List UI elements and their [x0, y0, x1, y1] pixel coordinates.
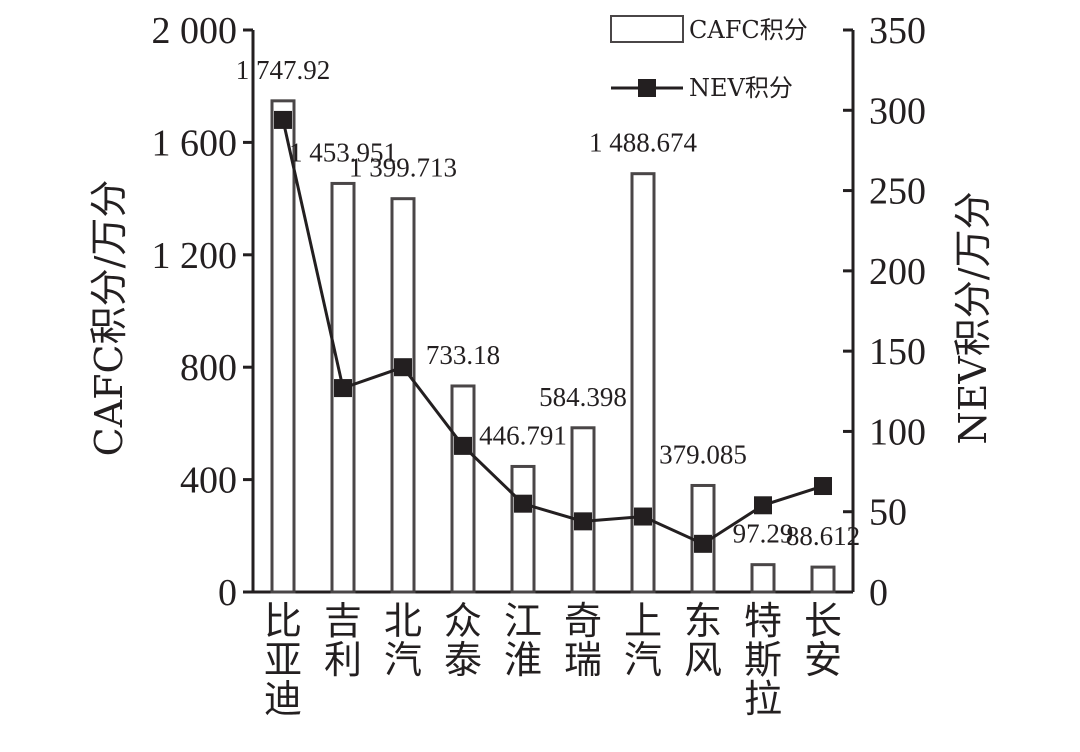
- nev-point: [454, 436, 472, 455]
- right-axis-ticks: 0 50 100 150 200 250 300 350: [843, 10, 926, 614]
- right-tick-label: 50: [869, 492, 907, 534]
- category-char: 风: [684, 638, 722, 682]
- bar-value-label: 97.29: [733, 519, 794, 549]
- cafc-bar: [390, 197, 416, 594]
- category-char: 迪: [264, 677, 302, 721]
- category-label: 北汽: [384, 599, 422, 682]
- nev-point: [394, 358, 412, 377]
- bar-value-label: 446.791: [479, 420, 567, 450]
- cafc-bar: [810, 565, 836, 594]
- right-tick-label: 250: [869, 171, 926, 213]
- nev-point: [634, 507, 652, 526]
- category-char: 北: [384, 599, 422, 643]
- category-char: 拉: [744, 677, 782, 721]
- category-char: 斯: [744, 638, 782, 682]
- bar-value-label: 379.085: [659, 439, 747, 469]
- category-label: 长安: [804, 599, 842, 682]
- nev-point: [694, 534, 712, 553]
- category-char: 汽: [384, 638, 422, 682]
- category-label: 特斯拉: [744, 599, 782, 721]
- nev-point: [274, 110, 292, 129]
- category-char: 瑞: [564, 638, 602, 682]
- right-tick-label: 300: [869, 90, 926, 132]
- nev-polyline: [281, 119, 824, 546]
- left-tick-label: 2 000: [152, 10, 238, 52]
- nev-point: [334, 379, 352, 398]
- category-char: 特: [744, 599, 782, 643]
- category-char: 众: [444, 599, 482, 643]
- left-tick-label: 1 200: [152, 235, 238, 277]
- cafc-bar: [750, 563, 776, 594]
- category-label: 比亚迪: [264, 599, 302, 721]
- left-tick-label: 1 600: [152, 122, 238, 164]
- nev-point: [514, 494, 532, 513]
- category-label: 吉利: [324, 599, 362, 682]
- nev-point: [754, 496, 772, 515]
- cafc-bar: [570, 426, 596, 594]
- category-char: 比: [264, 599, 302, 643]
- legend-line-marker: [638, 79, 656, 97]
- category-char: 利: [324, 638, 362, 682]
- nev-point: [814, 477, 832, 496]
- category-char: 淮: [504, 638, 542, 682]
- category-char: 泰: [444, 638, 482, 682]
- category-char: 安: [804, 638, 842, 682]
- bar-value-label: 1 399.713: [349, 153, 457, 183]
- left-tick-label: 400: [180, 460, 237, 502]
- category-label: 上汽: [624, 599, 662, 682]
- category-char: 吉: [324, 599, 362, 643]
- right-axis-title: NEV积分/万分: [951, 191, 995, 444]
- category-char: 汽: [624, 638, 662, 682]
- left-axis-ticks: 0 400 800 1 200 1 600 2 000: [152, 10, 253, 614]
- cafc-bar: [510, 464, 536, 594]
- category-char: 奇: [564, 599, 602, 643]
- left-tick-label: 800: [180, 347, 237, 389]
- bar-value-label: 88.612: [786, 521, 860, 551]
- category-char: 上: [624, 599, 662, 643]
- nev-line: [274, 110, 832, 553]
- bar-value-label: 733.18: [426, 340, 500, 370]
- category-label: 东风: [684, 599, 722, 682]
- legend: CAFC积分 NEV积分: [610, 15, 808, 102]
- left-tick-label: 0: [218, 572, 237, 614]
- right-tick-label: 0: [869, 572, 888, 614]
- bar-value-label: 1 453.951: [289, 137, 397, 167]
- bar-value-label: 1 747.92: [236, 55, 331, 85]
- right-tick-label: 150: [869, 331, 926, 373]
- category-char: 长: [804, 599, 842, 643]
- right-tick-label: 100: [869, 411, 926, 453]
- category-char: 东: [684, 599, 722, 643]
- right-tick-label: 350: [869, 10, 926, 52]
- category-char: 亚: [264, 638, 302, 682]
- right-tick-label: 200: [869, 251, 926, 293]
- category-char: 江: [504, 599, 542, 643]
- legend-bar-label: CAFC积分: [689, 16, 808, 44]
- category-label: 奇瑞: [564, 599, 602, 682]
- cafc-bar: [450, 384, 476, 594]
- cafc-bar: [630, 172, 656, 594]
- legend-bar-swatch: [610, 15, 684, 43]
- category-label: 江淮: [504, 599, 542, 682]
- nev-point: [574, 512, 592, 531]
- cafc-bar: [270, 99, 296, 594]
- bar-value-label: 1 488.674: [589, 128, 698, 158]
- legend-line-label: NEV积分: [689, 74, 793, 102]
- category-label: 众泰: [444, 599, 482, 682]
- left-axis-title: CAFC积分/万分: [87, 180, 131, 457]
- bar-value-label: 584.398: [539, 382, 627, 412]
